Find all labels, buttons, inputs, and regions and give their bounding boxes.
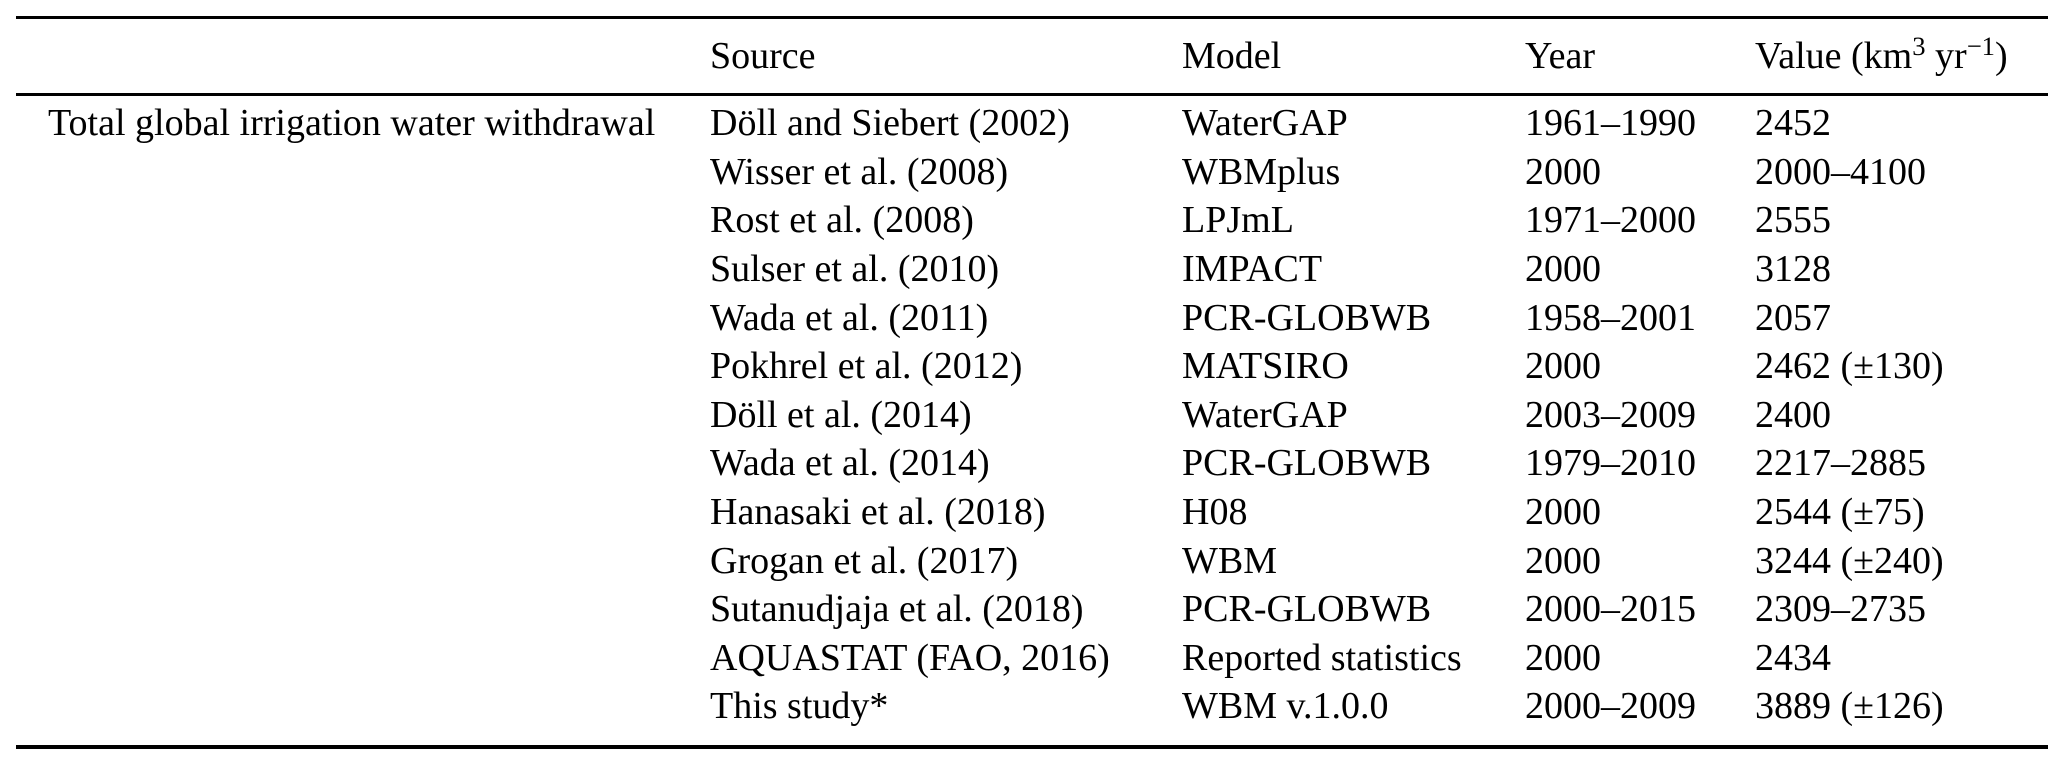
year-cell: 2000–2015 [1525,588,1696,631]
value-cell: 2544 (±75) [1755,491,1925,534]
table-row: Rost et al. (2008) LPJmL 1971–2000 2555 [16,196,2048,245]
row-group-label-cell [16,536,710,585]
model-cell: WBM v.1.0.0 [1182,685,1389,728]
table-container: Source Model Year Value (km3 yr−1) Total… [16,16,2048,749]
value-cell: 2452 [1755,102,1831,145]
table-row: AQUASTAT (FAO, 2016) Reported statistics… [16,634,2048,683]
model-cell: WaterGAP [1182,393,1348,436]
model-cell: IMPACT [1182,248,1323,291]
row-group-label-cell [16,196,710,245]
model-cell: WBM [1182,539,1277,582]
row-group-label-cell [16,439,710,488]
header-row: Source Model Year Value (km3 yr−1) [16,19,2048,96]
row-group-label-cell [16,148,710,197]
source-cell: This study* [710,685,889,728]
table-row: Grogan et al. (2017) WBM 2000 3244 (±240… [16,536,2048,585]
table-row: Sutanudjaja et al. (2018) PCR-GLOBWB 200… [16,585,2048,634]
row-group-label-cell [16,391,710,440]
year-cell: 1979–2010 [1525,442,1696,485]
table-row: Pokhrel et al. (2012) MATSIRO 2000 2462 … [16,342,2048,391]
model-cell: H08 [1182,491,1248,534]
table-row: Total global irrigation water withdrawal… [16,95,2048,148]
source-cell: Sulser et al. (2010) [710,248,1000,291]
year-cell: 2000 [1525,248,1601,291]
source-cell: Rost et al. (2008) [710,199,974,242]
model-cell: WaterGAP [1182,102,1348,145]
model-cell: PCR-GLOBWB [1182,442,1432,485]
year-cell: 2000 [1525,150,1601,193]
column-header-value: Value (km3 yr−1) [1755,19,2048,96]
row-group-label-cell [16,293,710,342]
source-cell: Wisser et al. (2008) [710,150,1009,193]
value-cell: 3128 [1755,248,1831,291]
year-cell: 2000 [1525,491,1601,534]
value-cell: 2400 [1755,393,1831,436]
value-cell: 2309–2735 [1755,588,1926,631]
source-cell: Sutanudjaja et al. (2018) [710,588,1084,631]
table-header: Source Model Year Value (km3 yr−1) [16,19,2048,96]
table-row: Döll et al. (2014) WaterGAP 2003–2009 24… [16,391,2048,440]
value-cell: 2555 [1755,199,1831,242]
value-cell: 3889 (±126) [1755,685,1944,728]
row-group-label-cell: Total global irrigation water withdrawal [48,102,656,145]
row-group-label-cell [16,682,710,731]
row-group-label-cell [16,634,710,683]
source-cell: Wada et al. (2014) [710,442,990,485]
column-header-empty [16,19,710,96]
model-cell: Reported statistics [1182,636,1462,679]
value-unit-exponent: 3 [1912,31,1926,62]
table-body: Total global irrigation water withdrawal… [16,95,2048,731]
source-cell: Grogan et al. (2017) [710,539,1019,582]
value-unit-mid: yr [1925,35,1967,77]
year-cell: 2000 [1525,345,1601,388]
model-cell: WBMplus [1182,150,1341,193]
value-cell: 2217–2885 [1755,442,1926,485]
row-group-label-cell [16,342,710,391]
value-unit-prefix: Value (km [1755,35,1913,77]
source-cell: Döll and Siebert (2002) [710,102,1070,145]
column-header-source: Source [710,19,1182,96]
table-row: This study* WBM v.1.0.0 2000–2009 3889 (… [16,682,2048,731]
table-row: Sulser et al. (2010) IMPACT 2000 3128 [16,245,2048,294]
value-unit-suffix: ) [1994,35,2008,77]
row-group-label-cell [16,585,710,634]
table-row: Wisser et al. (2008) WBMplus 2000 2000–4… [16,148,2048,197]
year-cell: 1961–1990 [1525,102,1696,145]
year-cell: 2000 [1525,539,1601,582]
value-cell: 2434 [1755,636,1831,679]
model-cell: LPJmL [1182,199,1294,242]
model-cell: MATSIRO [1182,345,1349,388]
table-row: Wada et al. (2014) PCR-GLOBWB 1979–2010 … [16,439,2048,488]
source-cell: Wada et al. (2011) [710,296,989,339]
value-cell: 2000–4100 [1755,150,1926,193]
table-row: Hanasaki et al. (2018) H08 2000 2544 (±7… [16,488,2048,537]
column-header-year: Year [1525,19,1755,96]
source-cell: Döll et al. (2014) [710,393,972,436]
value-cell: 2057 [1755,296,1831,339]
row-group-label-cell [16,488,710,537]
value-cell: 2462 (±130) [1755,345,1944,388]
model-cell: PCR-GLOBWB [1182,296,1432,339]
year-cell: 1958–2001 [1525,296,1696,339]
year-cell: 2000–2009 [1525,685,1696,728]
year-cell: 2003–2009 [1525,393,1696,436]
source-cell: Hanasaki et al. (2018) [710,491,1046,534]
year-cell: 1971–2000 [1525,199,1696,242]
column-header-model: Model [1182,19,1525,96]
source-cell: AQUASTAT (FAO, 2016) [710,636,1110,679]
model-cell: PCR-GLOBWB [1182,588,1432,631]
table-row: Wada et al. (2011) PCR-GLOBWB 1958–2001 … [16,293,2048,342]
row-group-label-cell [16,245,710,294]
value-unit-negative-exponent: −1 [1966,31,1995,62]
year-cell: 2000 [1525,636,1601,679]
results-table: Source Model Year Value (km3 yr−1) Total… [16,19,2048,731]
source-cell: Pokhrel et al. (2012) [710,345,1023,388]
value-cell: 3244 (±240) [1755,539,1944,582]
